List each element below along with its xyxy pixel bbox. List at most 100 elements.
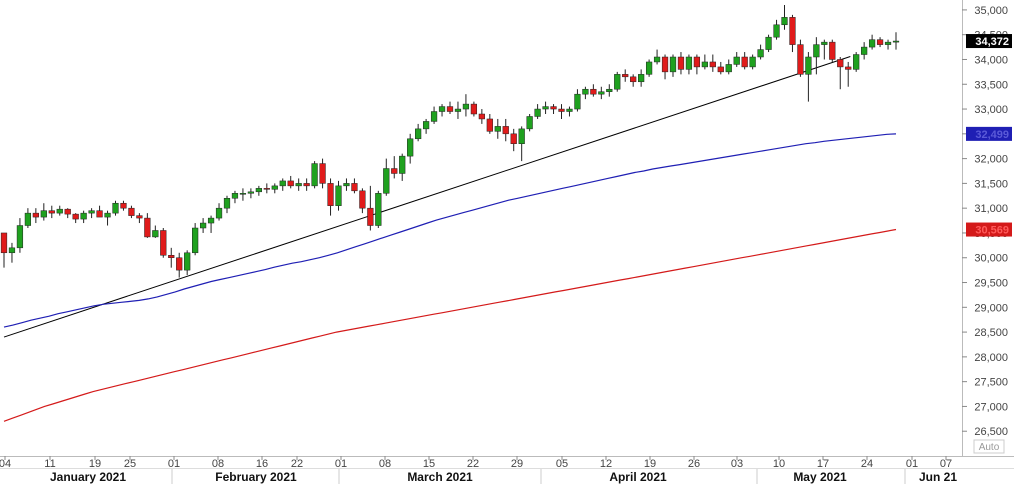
candle	[773, 19, 780, 40]
candle	[574, 89, 581, 112]
candle-body	[287, 180, 294, 187]
candle	[112, 200, 119, 216]
candle	[383, 158, 390, 196]
auto-scale-button[interactable]	[973, 439, 1005, 454]
candle	[502, 118, 509, 142]
candle	[733, 52, 740, 67]
candle-body	[199, 222, 207, 229]
candle	[749, 54, 756, 70]
candle-body	[709, 61, 716, 68]
y-tick-label: 34,000	[974, 54, 1008, 66]
x-month-label: January 2021	[50, 470, 126, 484]
candle	[701, 54, 708, 70]
y-tick-label: 32,000	[974, 154, 1008, 166]
candle-body	[343, 183, 350, 187]
candle	[645, 59, 653, 77]
ma-long-badge: 30,569	[975, 225, 1009, 237]
y-tick-label: 31,500	[974, 178, 1008, 190]
x-tick-label: 17	[817, 458, 829, 470]
candle	[550, 104, 557, 114]
candle-body	[845, 66, 852, 70]
candle-body	[502, 126, 509, 135]
candle	[375, 190, 382, 228]
candle-body	[0, 232, 8, 254]
candle	[446, 101, 454, 114]
candle	[614, 71, 621, 92]
candle	[8, 242, 16, 263]
candle	[255, 185, 262, 196]
candle	[757, 44, 764, 60]
y-tick-label: 33,000	[974, 104, 1008, 116]
candle	[853, 52, 860, 72]
y-tick-label: 30,000	[974, 253, 1008, 265]
candle-body	[853, 54, 860, 70]
candle-body	[168, 255, 175, 258]
candle-body	[693, 56, 701, 68]
candle	[868, 34, 876, 50]
candle-body	[638, 74, 645, 83]
candle	[144, 213, 151, 238]
candle-body	[128, 207, 135, 216]
candle-body	[271, 185, 278, 190]
candle-body	[136, 215, 143, 219]
y-tick-label: 28,500	[974, 327, 1008, 339]
y-tick-label: 35,000	[974, 5, 1008, 17]
candle	[582, 86, 589, 100]
candle-body	[295, 183, 302, 187]
candle	[359, 188, 366, 214]
candle-body	[335, 185, 342, 206]
candle	[685, 54, 693, 75]
candle	[630, 74, 637, 87]
candle-body	[247, 191, 255, 194]
candle	[486, 114, 493, 134]
candle	[168, 247, 175, 268]
candle-body	[215, 207, 223, 219]
y-tick-label: 31,000	[974, 203, 1008, 215]
candle	[494, 118, 501, 139]
y-tick-label: 28,000	[974, 352, 1008, 364]
x-tick-label: 19	[644, 458, 656, 470]
candle-body	[8, 247, 16, 254]
x-axis-strip	[0, 456, 1014, 484]
candle-body	[438, 106, 446, 112]
candle	[199, 218, 207, 233]
candle	[709, 54, 716, 72]
candle-body	[701, 61, 708, 68]
auto-scale-label[interactable]: Auto	[979, 442, 1000, 453]
candle	[805, 52, 812, 102]
y-tick-label: 26,500	[974, 426, 1008, 438]
candle	[829, 39, 836, 62]
candle-body	[239, 193, 247, 195]
candle	[518, 126, 525, 162]
candle-body	[72, 213, 79, 220]
candle-body	[510, 133, 517, 144]
candle	[797, 39, 804, 77]
candle-body	[184, 252, 191, 271]
candle	[184, 250, 191, 276]
x-tick-label: 01	[335, 458, 347, 470]
candle	[391, 156, 398, 179]
candle-body	[80, 212, 87, 220]
candle-body	[789, 17, 796, 45]
x-tick-label: 25	[124, 458, 136, 470]
candle-body	[653, 56, 661, 63]
x-month-label: April 2021	[609, 470, 667, 484]
x-month-label: March 2021	[407, 470, 473, 484]
candle-body	[494, 126, 501, 132]
candle-body	[367, 207, 374, 226]
candle	[638, 69, 645, 87]
plot-area	[0, 4, 900, 422]
x-tick-label: 04	[0, 458, 11, 470]
candle	[821, 39, 828, 60]
candle-body	[677, 56, 685, 70]
candle-body	[829, 41, 836, 60]
candle	[422, 118, 430, 134]
candle	[192, 223, 199, 256]
ma-short-badge: 32,499	[975, 129, 1009, 141]
price-badges: 34,372 32,499 30,569	[966, 34, 1012, 237]
candle	[239, 188, 247, 201]
candle	[861, 42, 868, 60]
candle-body	[88, 210, 95, 214]
candle	[271, 183, 278, 194]
